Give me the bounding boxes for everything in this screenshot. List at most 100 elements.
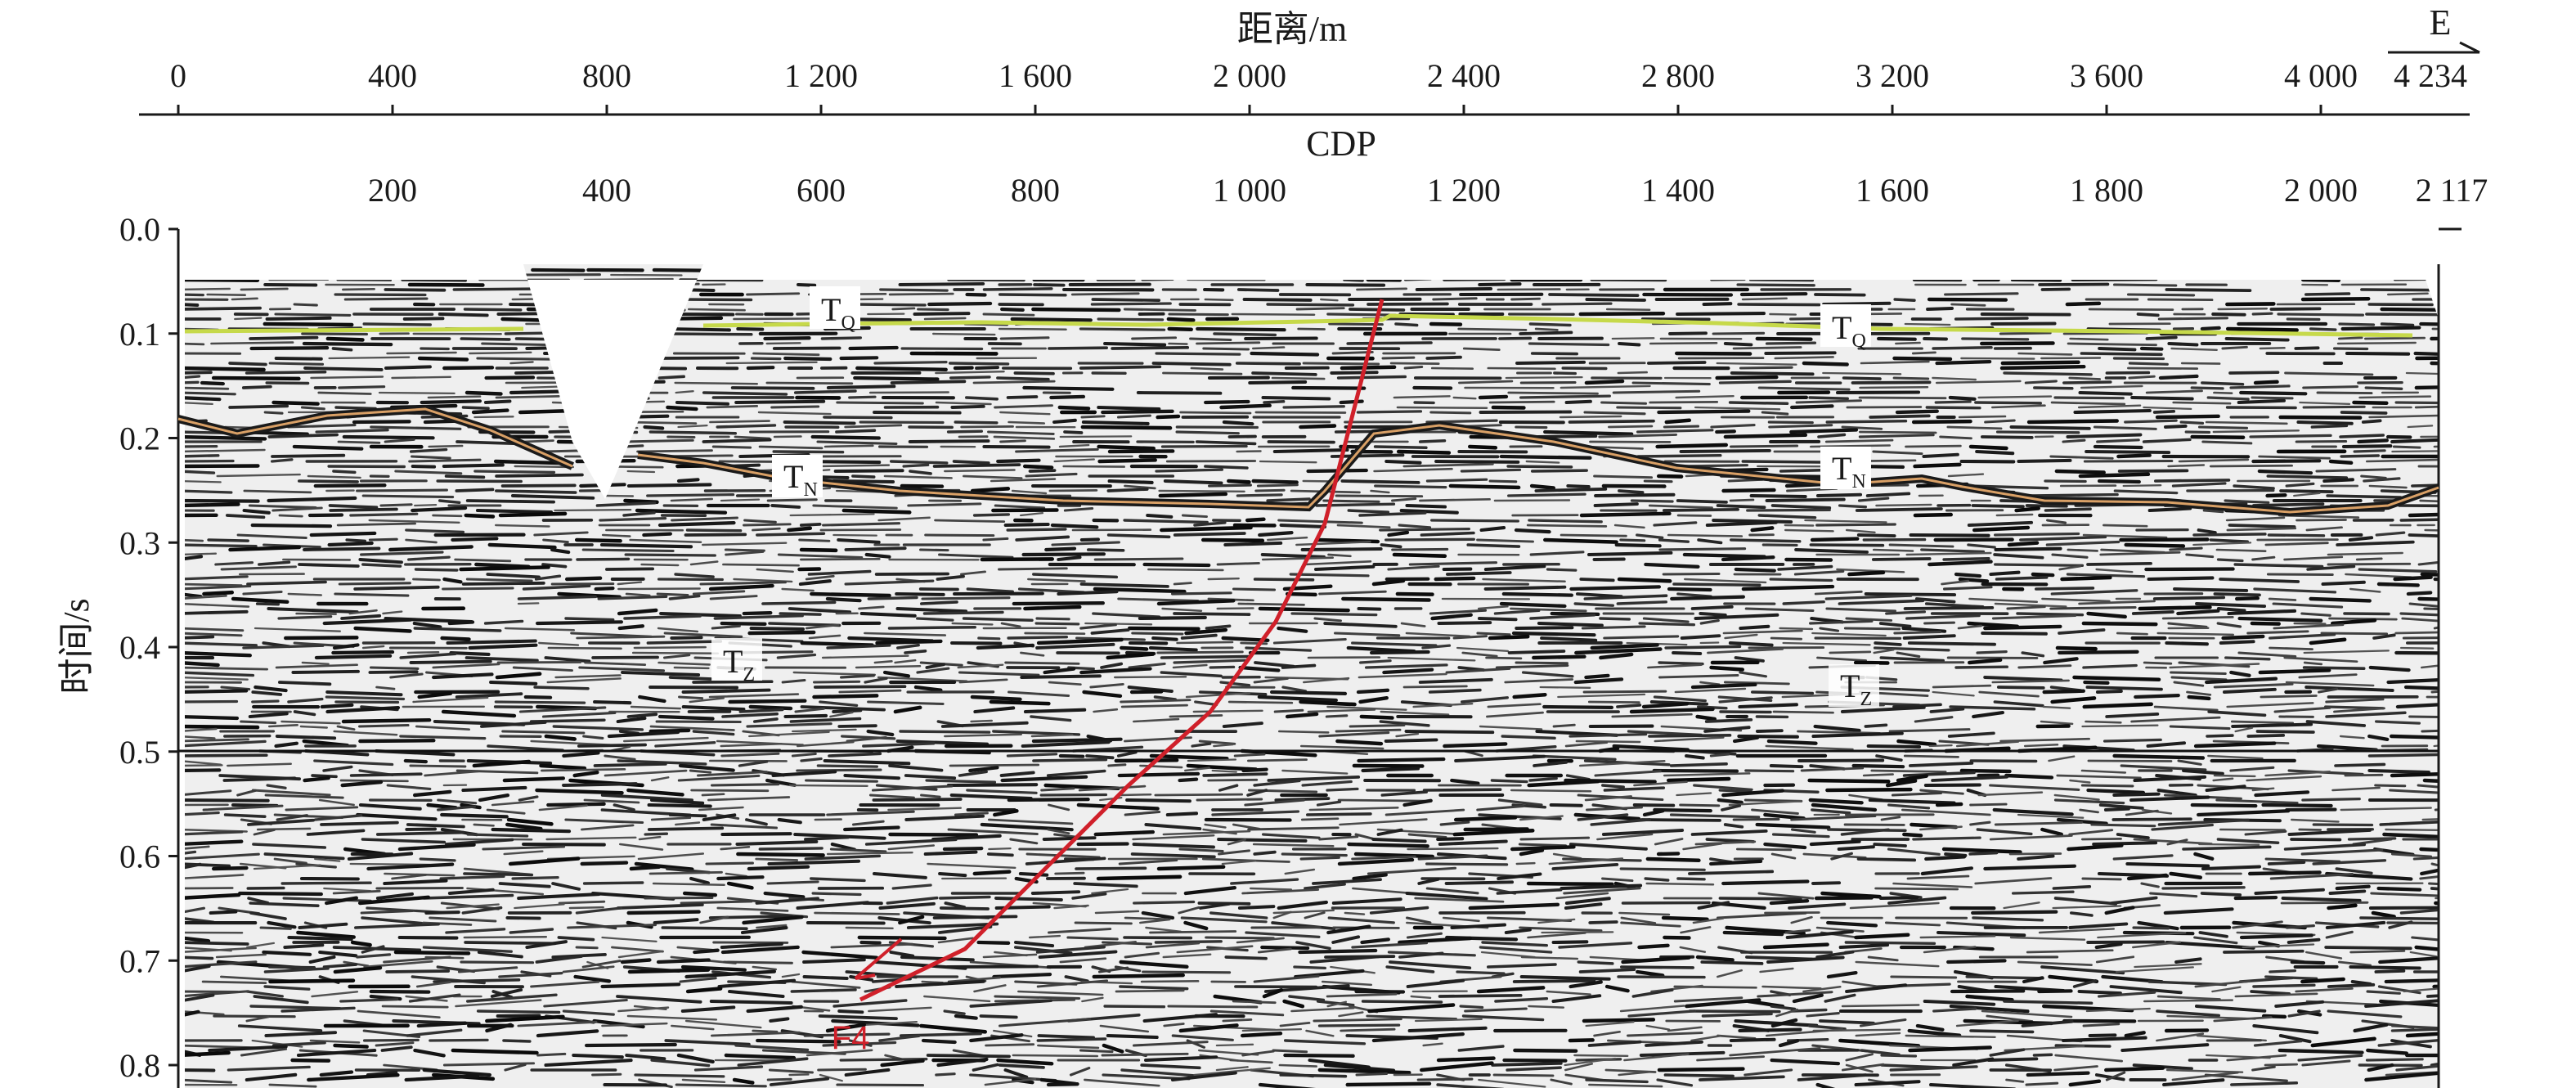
reflection-event [397,843,476,852]
reflection-event [1038,950,1118,959]
reflection-event [868,794,915,799]
reflection-event [864,632,947,636]
reflection-event [2380,307,2439,312]
reflection-event [657,661,711,666]
reflection-event [2097,932,2187,939]
reflection-event [2303,650,2390,654]
reflection-event [1866,744,1922,749]
reflection-event [1717,1034,1757,1040]
reflection-event [1446,571,1512,576]
reflection-event [2264,542,2329,546]
reflection-event [1902,634,1956,640]
reflection-event [1679,946,1707,953]
reflection-event [277,615,333,620]
reflection-event [2038,928,2116,934]
reflection-event [178,582,243,587]
reflection-event [947,976,1001,983]
reflection-event [1822,301,1892,306]
reflection-event [1176,641,1234,645]
reflection-event [209,910,238,915]
reflection-event [1583,411,1646,416]
reflection-event [1971,910,2058,915]
reflection-event [1254,411,1347,414]
reflection-event [2087,759,2173,762]
reflection-event [298,922,348,929]
reflection-event [1974,401,2043,405]
reflection-event [2316,744,2378,752]
reflection-event [2363,477,2401,483]
reflection-event [2309,637,2347,645]
reflection-event [2096,438,2140,443]
reflection-event [1782,600,1825,605]
reflection-event [771,770,837,778]
reflection-event [1739,366,1793,370]
reflection-event [1895,341,1921,345]
reflection-event [994,995,1081,1000]
reflection-event [1023,605,1082,611]
reflection-event [1118,859,1178,865]
reflection-event [405,538,438,544]
distance-tick-label: 1 200 [784,57,858,94]
reflection-event [1744,1068,1793,1077]
reflection-event [1794,548,1869,554]
reflection-event [1902,832,1923,838]
reflection-event [1222,420,1254,426]
reflection-event [2067,548,2098,552]
reflection-event [1093,587,1187,594]
reflection-event [720,942,783,949]
cdp-axis: CDP 200 400 600 800 1 000 1 200 1 400 1 600 1 80… [368,124,2488,209]
reflection-event [1048,928,1112,934]
reflection-event [2230,1081,2299,1086]
reflection-event [1766,739,1818,745]
reflection-event [833,469,904,473]
reflection-event [1291,385,1367,390]
reflection-event [2014,506,2040,513]
reflection-event [1075,866,1147,870]
reflection-event [1672,582,1761,587]
reflection-event [1891,791,1943,797]
reflection-event [2156,995,2221,1000]
reflection-event [2411,936,2439,942]
reflection-event [1755,822,1831,829]
reflection-event [2190,434,2246,439]
reflection-event [1989,784,2080,791]
reflection-event [2423,607,2439,611]
reflection-event [504,627,576,632]
reflection-event [1133,717,1180,723]
reflection-event [1969,803,2008,807]
reflection-event [2250,621,2281,626]
reflection-event [1694,840,1757,846]
reflection-event [242,644,325,650]
seismic-reflection-traces [178,267,2439,1088]
reflection-event [999,1018,1092,1027]
reflection-event [251,789,331,797]
reflection-event [394,470,463,475]
reflection-event [408,458,482,463]
reflection-event [2358,568,2438,573]
reflection-event [1247,826,1340,831]
reflection-event [900,955,975,962]
reflection-event [465,578,533,582]
reflection-event [1204,823,1227,829]
reflection-event [790,988,857,993]
reflection-event [506,817,554,826]
reflection-event [267,433,339,438]
reflection-event [934,519,1006,523]
reflection-event [592,1018,645,1029]
reflection-event [2417,784,2439,789]
reflection-event [1822,371,1902,375]
reflection-event [1717,969,1743,978]
reflection-event [1128,662,1166,669]
reflection-event [285,806,359,812]
reflection-event [966,587,1014,594]
reflection-event [389,672,424,679]
reflection-event [708,583,774,591]
reflection-event [1007,636,1069,640]
reflection-event [1358,695,1389,704]
reflection-event [272,1041,326,1047]
reflection-event [2296,519,2347,522]
reflection-event [1131,336,1178,340]
reflection-event [1063,430,1084,434]
reflection-event [963,474,1023,479]
reflection-event [1968,658,2003,665]
